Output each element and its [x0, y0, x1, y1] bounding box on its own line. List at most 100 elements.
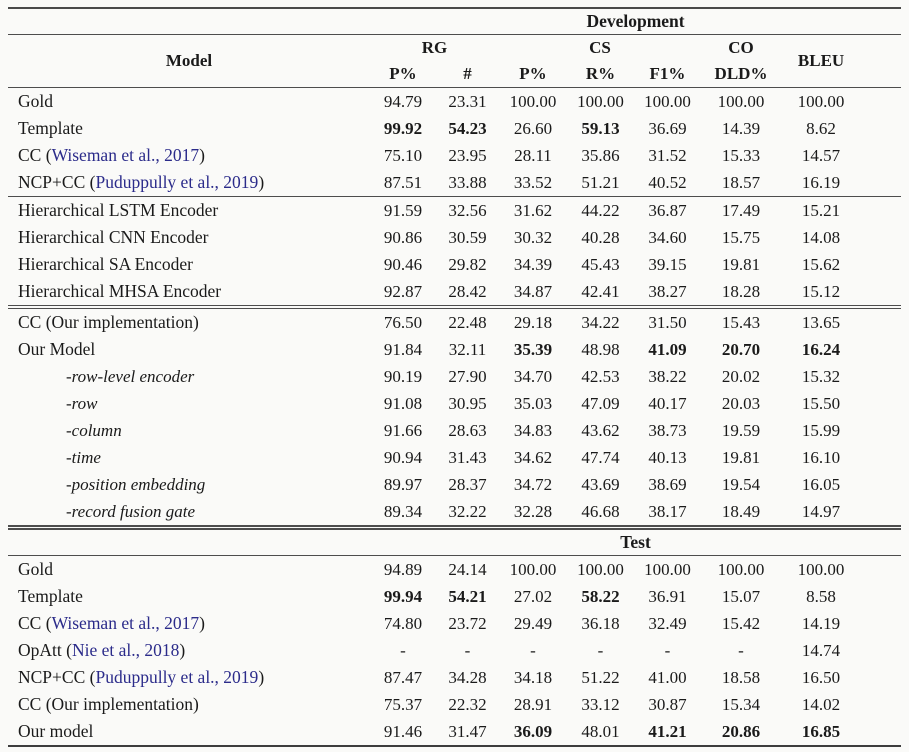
rg-count-header: # [436, 61, 499, 88]
test-table-row: Our model 91.46 31.47 36.09 48.01 41.21 20.86 1… [8, 718, 901, 746]
metric-value-cell: 18.57 [701, 169, 781, 197]
development-table-row: CC (Our implementation) 76.50 22.48 29.18 34… [8, 307, 901, 336]
citation-link[interactable]: Wiseman et al., 2017 [51, 613, 200, 633]
metric-value-cell: 27.02 [513, 586, 553, 606]
metric-value-cell: 41.09 [648, 339, 687, 359]
citation-link[interactable]: Puduppully et al., 2019 [95, 172, 259, 192]
metric-value-cell: 32.49 [648, 613, 687, 633]
model-name-cell: Our model [18, 721, 94, 741]
metric-value-cell: 15.99 [801, 420, 841, 440]
metric-value-cell: 15.32 [801, 366, 841, 386]
metric-value-cell: 40.52 [634, 169, 701, 197]
metric-value-cell: - [530, 640, 536, 660]
model-name-cell: -position embedding [66, 474, 206, 494]
metric-value-cell: 15.75 [721, 227, 761, 247]
metric-value-cell: 28.11 [514, 145, 552, 165]
metric-value-cell: 40.17 [648, 393, 687, 413]
metric-value-cell: 16.85 [801, 721, 841, 741]
metric-value-cell: 43.62 [581, 420, 620, 440]
metric-value-cell: 42.41 [567, 278, 634, 309]
metric-value-cell: 31.43 [448, 447, 487, 467]
metric-value-cell: 100.00 [644, 91, 691, 111]
test-table-row: Template 99.94 54.21 27.02 58.22 36.91 15.07 8.… [8, 583, 901, 610]
model-name-cell: Gold [18, 559, 53, 579]
metric-value-cell: 35.86 [581, 145, 620, 165]
metric-value-cell: 38.22 [648, 366, 687, 386]
metric-value-cell: 38.69 [648, 474, 687, 494]
group-header-row: Model RG CS CO BLEU [8, 34, 902, 88]
metric-value-cell: 16.05 [801, 474, 841, 494]
model-name-cell: CC (Our implementation) [18, 312, 199, 332]
metric-value-cell: 31.50 [648, 312, 687, 332]
metric-value-cell: 38.27 [634, 278, 701, 309]
metric-value-cell: 91.59 [383, 200, 423, 220]
test-section-label: Test [370, 525, 902, 556]
citation-link[interactable]: Wiseman et al., 2017 [51, 145, 200, 165]
metric-value-cell: 23.31 [448, 91, 487, 111]
metric-value-cell: 19.81 [721, 447, 761, 467]
model-name-text: OpAtt ( [18, 640, 72, 660]
metric-value-cell: 8.62 [806, 118, 836, 138]
metric-value-cell: 28.37 [448, 474, 487, 494]
metric-value-cell: 20.02 [721, 366, 761, 386]
metric-value-cell: 17.49 [721, 200, 761, 220]
metric-value-cell: 36.91 [648, 586, 687, 606]
metric-value-cell: 32.56 [448, 200, 487, 220]
development-table-row: Hierarchical MHSA Encoder 92.87 28.42 34.87… [8, 278, 902, 309]
metric-value-cell: 91.46 [383, 721, 423, 741]
metric-value-cell: 15.34 [721, 694, 761, 714]
metric-value-cell: 33.88 [436, 169, 499, 197]
development-table-row: -row 91.08 30.95 35.03 47.09 40.17 20.03 15.50 [8, 390, 901, 417]
metric-value-cell: 15.07 [721, 586, 761, 606]
metric-value-cell: 29.49 [513, 613, 553, 633]
section-row-spacer [8, 8, 370, 35]
metric-value-cell: 100.00 [797, 91, 845, 111]
model-name-cell: Template [18, 118, 83, 138]
cs-recall-header: R% [567, 61, 634, 88]
model-name-cell: Hierarchical SA Encoder [18, 254, 193, 274]
metric-value-cell: 33.52 [499, 169, 567, 197]
metric-value-cell: 75.10 [383, 145, 423, 165]
metric-value-cell: 41.00 [648, 667, 687, 687]
model-name-text: ) [199, 145, 205, 165]
metric-value-cell: 99.94 [383, 586, 423, 606]
metric-value-cell: 14.97 [801, 501, 841, 521]
citation-link[interactable]: Puduppully et al., 2019 [95, 667, 259, 687]
metric-value-cell: 22.48 [448, 312, 487, 332]
metric-value-cell: 100.00 [577, 91, 624, 111]
metric-value-cell: 29.82 [448, 254, 487, 274]
metric-value-cell: 59.13 [581, 118, 620, 138]
results-table: Development Model RG CS CO BLEU P% # P% … [8, 7, 902, 747]
development-section-row: Development [8, 8, 902, 35]
metric-value-cell: 47.74 [581, 447, 620, 467]
citation-link[interactable]: Nie et al., 2018 [71, 640, 180, 660]
metric-value-cell: 18.49 [721, 501, 761, 521]
metric-value-cell: 14.19 [801, 613, 841, 633]
metric-value-cell: 15.12 [781, 278, 902, 309]
cs-f1-header: F1% [634, 61, 701, 88]
metric-value-cell: 15.42 [721, 613, 761, 633]
test-rows-body: Gold 94.89 24.14 100.00 100.00 100.00 100.00 10… [8, 556, 901, 747]
model-name-cell: CC (Our implementation) [18, 694, 199, 714]
development-table-row: Gold 94.79 23.31 100.00 100.00 100.00 100.00 10… [8, 88, 901, 116]
metric-value-cell: 90.94 [383, 447, 423, 467]
test-table-row: CC (Wiseman et al., 2017) 74.80 23.72 29.49… [8, 610, 901, 637]
model-name-text: ) [199, 613, 205, 633]
development-table-row: -position embedding 89.97 28.37 34.72 43.69 3… [8, 471, 901, 498]
metric-value-cell: 24.14 [448, 559, 487, 579]
metric-value-cell: 91.66 [383, 420, 423, 440]
model-name-cell: NCP+CC (Puduppully et al., 2019) [8, 664, 370, 691]
metric-value-cell: 34.72 [513, 474, 553, 494]
metric-value-cell: 44.22 [581, 200, 620, 220]
metric-value-cell: 20.70 [721, 339, 761, 359]
metric-value-cell: 99.92 [383, 118, 423, 138]
test-table-row: NCP+CC (Puduppully et al., 2019) 87.47 34.… [8, 664, 901, 691]
metric-value-cell: 19.54 [721, 474, 761, 494]
metric-value-cell: 35.03 [513, 393, 553, 413]
metric-value-cell: 39.15 [648, 254, 687, 274]
metric-value-cell: 18.58 [721, 667, 761, 687]
metric-value-cell: 90.86 [383, 227, 423, 247]
test-section-row: Test [8, 525, 902, 556]
development-table-row: Hierarchical LSTM Encoder 91.59 32.56 31.62… [8, 197, 901, 225]
metric-value-cell: 46.68 [581, 501, 620, 521]
